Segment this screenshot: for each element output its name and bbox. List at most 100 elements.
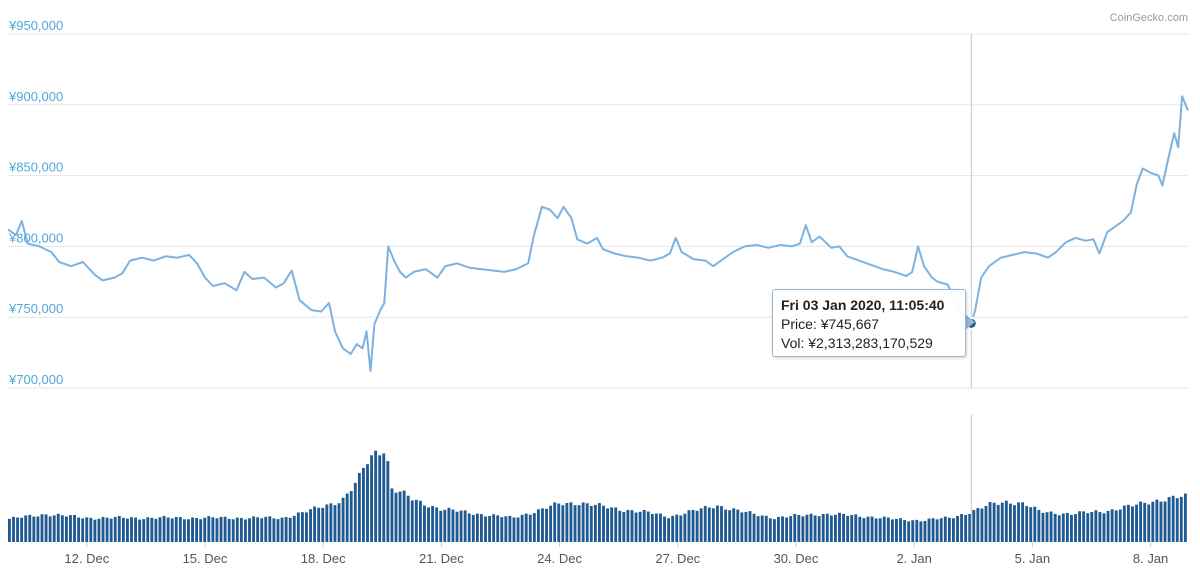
volume-bar	[569, 502, 573, 542]
volume-bar	[1021, 502, 1025, 542]
volume-bar	[593, 504, 597, 542]
volume-bar	[903, 520, 907, 542]
volume-bar	[679, 515, 683, 542]
volume-bar	[1074, 514, 1077, 542]
volume-bar	[614, 507, 618, 542]
volume-bar	[581, 502, 585, 542]
volume-bar	[536, 509, 540, 542]
tooltip-vol-value: ¥2,313,283,170,529	[808, 335, 933, 351]
volume-bar	[1004, 500, 1008, 542]
tooltip-date: Fri 03 Jan 2020, 11:05:40	[781, 297, 945, 313]
volume-bar	[935, 519, 939, 542]
volume-bar	[1143, 502, 1147, 542]
volume-bar	[1070, 514, 1073, 542]
volume-bar	[878, 518, 882, 542]
volume-bar	[984, 506, 988, 542]
volume-bar	[69, 515, 72, 542]
volume-bar	[447, 507, 451, 542]
volume-bar	[296, 512, 300, 542]
volume-bar	[402, 490, 406, 542]
volume-bar	[1131, 506, 1134, 542]
volume-bar	[329, 503, 333, 542]
y-tick-label: ¥800,000	[8, 230, 63, 245]
volume-bar	[667, 518, 671, 542]
volume-bar	[357, 472, 361, 542]
volume-bar	[244, 519, 247, 542]
volume-bar	[1029, 507, 1033, 542]
volume-bar	[553, 502, 557, 542]
volume-bar	[1008, 503, 1012, 542]
volume-bar	[813, 515, 817, 542]
volume-bar	[362, 467, 365, 542]
volume-bar	[980, 508, 984, 542]
volume-bar	[24, 515, 28, 542]
volume-bar	[1033, 506, 1037, 542]
x-tick-label: 21. Dec	[419, 551, 464, 566]
volume-bar	[471, 514, 475, 542]
volume-bar	[1135, 504, 1138, 542]
volume-bar	[720, 506, 723, 542]
volume-bar	[862, 518, 866, 542]
tooltip: Fri 03 Jan 2020, 11:05:40 Price: ¥745,66…	[772, 289, 966, 357]
volume-bar	[60, 515, 64, 542]
volume-bar	[455, 511, 459, 542]
volume-bar	[606, 508, 610, 542]
volume-bar	[195, 517, 199, 542]
volume-bar	[309, 509, 312, 542]
volume-bar	[378, 455, 382, 542]
volume-bar	[256, 517, 260, 542]
y-tick-label: ¥900,000	[8, 89, 63, 104]
volume-bar	[541, 508, 544, 542]
volume-bar	[516, 517, 520, 542]
volume-bar	[850, 514, 854, 542]
volume-bar	[1017, 502, 1020, 542]
volume-bar	[16, 517, 20, 542]
volume-bar	[1167, 497, 1171, 542]
volume-bar	[907, 521, 911, 542]
volume-bar	[573, 505, 577, 542]
volume-bar	[1118, 509, 1122, 542]
tooltip-pointer	[965, 314, 975, 330]
volume-bar	[85, 517, 89, 542]
volume-bar	[56, 513, 60, 542]
volume-bar	[675, 514, 679, 542]
volume-bar	[492, 514, 496, 542]
volume-bar	[431, 506, 435, 542]
volume-bar	[36, 516, 40, 542]
volume-bar	[952, 518, 955, 542]
volume-bar	[158, 517, 162, 542]
volume-bar	[150, 517, 154, 542]
volume-bar	[341, 497, 345, 542]
volume-bar	[785, 517, 789, 542]
volume-bar	[28, 514, 32, 542]
volume-bar	[182, 519, 186, 542]
volume-bar	[842, 513, 846, 542]
volume-bar	[199, 519, 203, 542]
volume-bar	[895, 518, 898, 542]
volume-bar	[992, 502, 996, 542]
volume-bar	[248, 518, 251, 542]
volume-bar	[1049, 511, 1053, 542]
volume-bar	[154, 518, 158, 542]
volume-bar	[1126, 504, 1130, 542]
volume-bar	[988, 502, 992, 542]
volume-bar	[1013, 505, 1016, 542]
volume-bar	[1065, 512, 1069, 542]
volume-bar	[1114, 510, 1118, 542]
chart-credit[interactable]: CoinGecko.com	[1110, 12, 1188, 24]
volume-bar	[1045, 512, 1049, 542]
volume-bar	[166, 517, 170, 542]
volume-bar	[394, 492, 398, 542]
volume-bars	[8, 450, 1187, 542]
x-tick-label: 2. Jan	[896, 551, 931, 566]
y-axis-ticks: ¥700,000 ¥750,000 ¥800,000 ¥850,000 ¥900,000…	[8, 18, 63, 387]
volume-bar	[77, 517, 81, 542]
volume-bar	[105, 517, 109, 542]
price-line	[7, 95, 1189, 372]
volume-bar	[317, 507, 321, 542]
tooltip-vol-label: Vol:	[781, 335, 805, 351]
volume-bar	[64, 516, 68, 542]
volume-bar	[602, 505, 605, 542]
volume-bar	[288, 517, 292, 542]
